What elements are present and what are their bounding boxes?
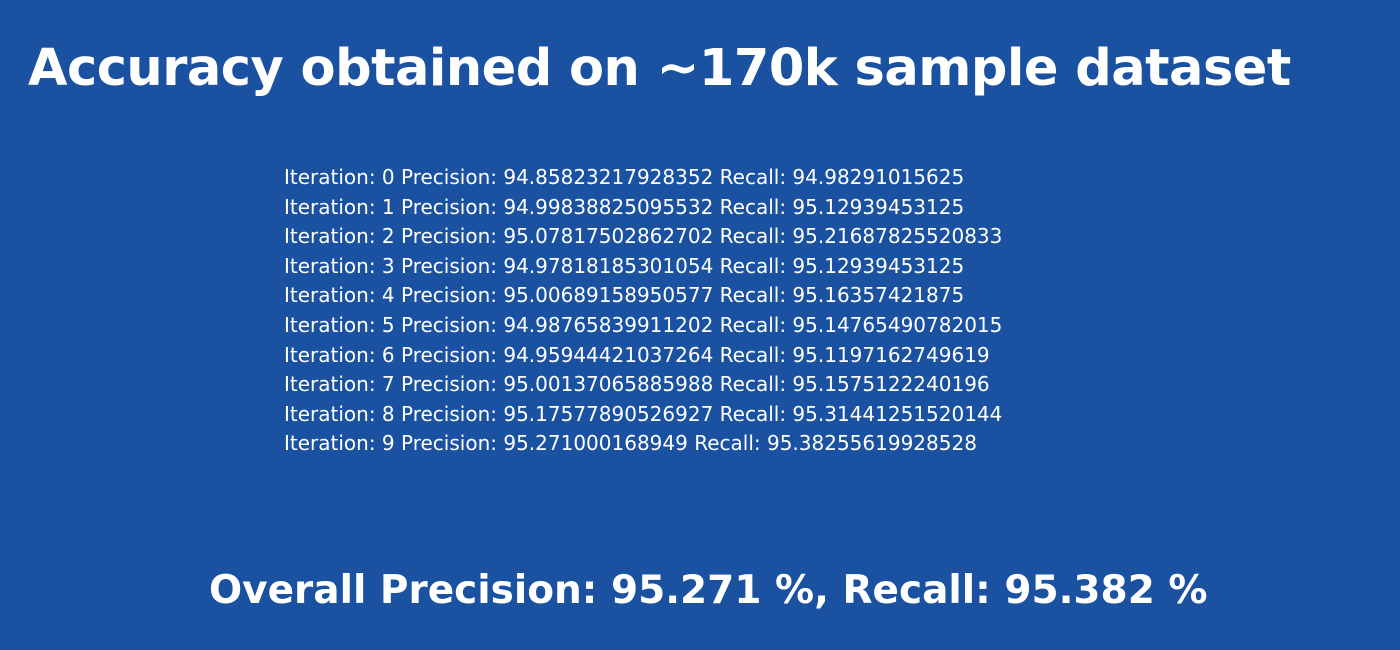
iteration-log: Iteration: 0 Precision: 94.8582321792835…	[284, 163, 1002, 459]
iteration-line: Iteration: 0 Precision: 94.8582321792835…	[284, 165, 965, 189]
iteration-line: Iteration: 1 Precision: 94.9983882509553…	[284, 194, 965, 219]
iteration-line: Iteration: 8 Precision: 95.1757789052692…	[284, 401, 1003, 426]
iteration-line: Iteration: 3 Precision: 94.9781818530105…	[284, 253, 965, 278]
overall-summary: Overall Precision: 95.271 %, Recall: 95.…	[209, 568, 1208, 613]
iteration-line: Iteration: 7 Precision: 95.0013706588598…	[284, 372, 990, 397]
iteration-line: Iteration: 5 Precision: 94.9876583991120…	[284, 312, 1003, 337]
iteration-line: Iteration: 9 Precision: 95.271000168949 …	[284, 431, 977, 456]
iteration-line: Iteration: 4 Precision: 95.0068915895057…	[284, 283, 965, 308]
slide-title: Accuracy obtained on ~170k sample datase…	[28, 39, 1291, 98]
iteration-line: Iteration: 2 Precision: 95.0781750286270…	[284, 224, 1003, 249]
iteration-line: Iteration: 6 Precision: 94.9594442103726…	[284, 342, 990, 367]
